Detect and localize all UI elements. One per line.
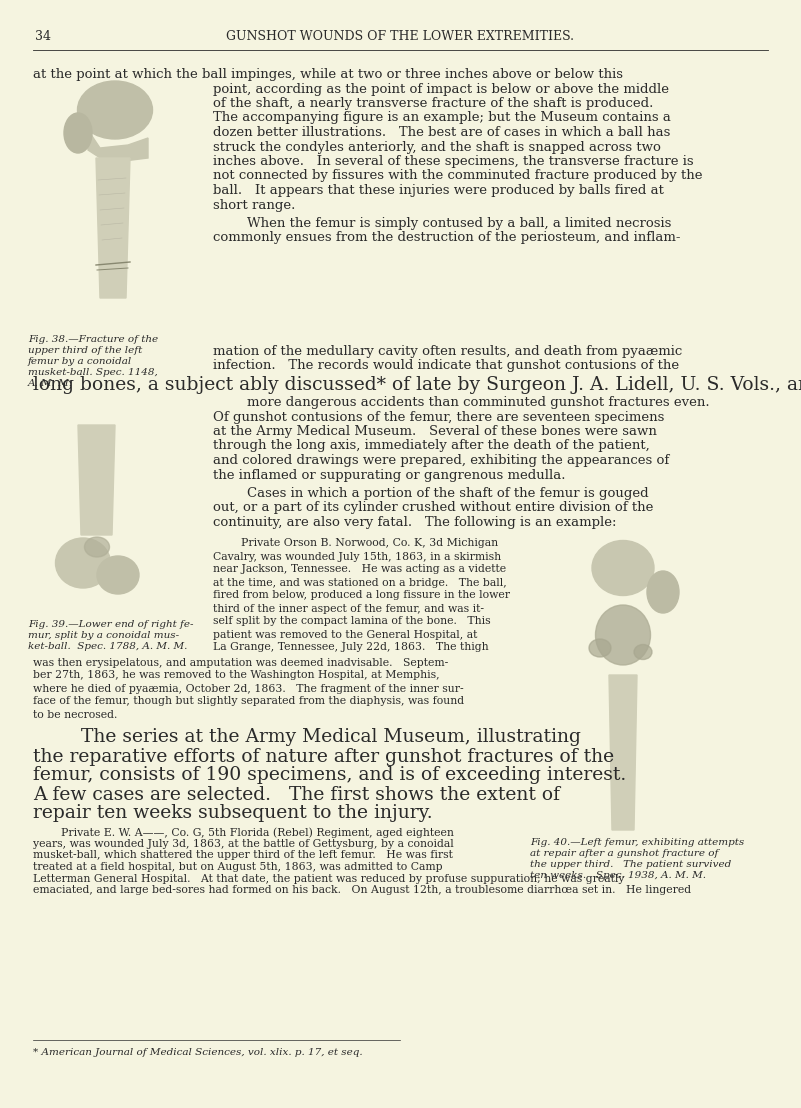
Ellipse shape [97,556,139,594]
Polygon shape [96,158,130,298]
Text: Letterman General Hospital.   At that date, the patient was reduced by profuse s: Letterman General Hospital. At that date… [33,873,625,883]
Text: ten weeks.   Spec. 1938, A. M. M.: ten weeks. Spec. 1938, A. M. M. [530,871,706,880]
Text: * American Journal of Medical Sciences, vol. xlix. p. 17, et seq.: * American Journal of Medical Sciences, … [33,1048,363,1057]
Text: When the femur is simply contused by a ball, a limited necrosis: When the femur is simply contused by a b… [213,217,671,230]
Ellipse shape [647,571,679,613]
Text: the inflamed or suppurating or gangrenous medulla.: the inflamed or suppurating or gangrenou… [213,469,566,482]
Text: musket-ball, which shattered the upper third of the left femur.   He was first: musket-ball, which shattered the upper t… [33,851,453,861]
Text: struck the condyles anteriorly, and the shaft is snapped across two: struck the condyles anteriorly, and the … [213,141,661,154]
Text: at the Army Medical Museum.   Several of these bones were sawn: at the Army Medical Museum. Several of t… [213,425,657,438]
Text: dozen better illustrations.   The best are of cases in which a ball has: dozen better illustrations. The best are… [213,126,670,138]
Text: Of gunshot contusions of the femur, there are seventeen specimens: Of gunshot contusions of the femur, ther… [213,410,664,423]
Text: where he died of pyaæmia, October 2d, 1863.   The fragment of the inner sur-: where he died of pyaæmia, October 2d, 18… [33,684,464,694]
Ellipse shape [634,645,652,659]
Text: third of the inner aspect of the femur, and was it-: third of the inner aspect of the femur, … [213,604,484,614]
Text: continuity, are also very fatal.   The following is an example:: continuity, are also very fatal. The fol… [213,516,617,529]
Text: not connected by fissures with the comminuted fracture produced by the: not connected by fissures with the commi… [213,170,702,183]
Text: GUNSHOT WOUNDS OF THE LOWER EXTREMITIES.: GUNSHOT WOUNDS OF THE LOWER EXTREMITIES. [226,30,574,43]
Text: more dangerous accidents than comminuted gunshot fractures even.: more dangerous accidents than comminuted… [213,396,710,409]
Text: of the shaft, a nearly transverse fracture of the shaft is produced.: of the shaft, a nearly transverse fractu… [213,98,654,110]
Text: treated at a field hospital, but on August 5th, 1863, was admitted to Camp: treated at a field hospital, but on Augu… [33,862,443,872]
Text: ber 27th, 1863, he was removed to the Washington Hospital, at Memphis,: ber 27th, 1863, he was removed to the Wa… [33,670,440,680]
Text: patient was removed to the General Hospital, at: patient was removed to the General Hospi… [213,629,477,639]
Text: musket-ball. Spec. 1148,: musket-ball. Spec. 1148, [28,368,158,377]
Ellipse shape [589,639,611,657]
Text: La Grange, Tennessee, July 22d, 1863.   The thigh: La Grange, Tennessee, July 22d, 1863. Th… [213,643,489,653]
Text: Private Orson B. Norwood, Co. K, 3d Michigan: Private Orson B. Norwood, Co. K, 3d Mich… [213,538,498,548]
Text: at the time, and was stationed on a bridge.   The ball,: at the time, and was stationed on a brid… [213,577,507,587]
Text: A. M. M.: A. M. M. [28,379,73,388]
Text: long bones, a subject ably discussed* of late by Surgeon J. A. Lidell, U. S. Vol: long bones, a subject ably discussed* of… [33,376,801,394]
Text: emaciated, and large bed-sores had formed on his back.   On August 12th, a troub: emaciated, and large bed-sores had forme… [33,885,691,895]
Text: the reparative efforts of nature after gunshot fractures of the: the reparative efforts of nature after g… [33,748,614,766]
Polygon shape [609,675,637,830]
Text: 34: 34 [35,30,51,43]
Text: to be necrosed.: to be necrosed. [33,709,118,719]
Text: at the point at which the ball impinges, while at two or three inches above or b: at the point at which the ball impinges,… [33,68,623,81]
Text: infection.   The records would indicate that gunshot contusions of the: infection. The records would indicate th… [213,359,679,372]
Text: near Jackson, Tennessee.   He was acting as a vidette: near Jackson, Tennessee. He was acting a… [213,564,506,575]
Text: ket-ball.  Spec. 1788, A. M. M.: ket-ball. Spec. 1788, A. M. M. [28,642,187,652]
Text: mur, split by a conoidal mus-: mur, split by a conoidal mus- [28,630,179,640]
Ellipse shape [592,541,654,595]
Text: femur, consists of 190 specimens, and is of exceeding interest.: femur, consists of 190 specimens, and is… [33,767,626,784]
Polygon shape [88,130,148,163]
Text: mation of the medullary cavity often results, and death from pyaæmic: mation of the medullary cavity often res… [213,345,682,358]
Text: the upper third.   The patient survived: the upper third. The patient survived [530,860,731,869]
Text: Private E. W. A——, Co. G, 5th Florida (Rebel) Regiment, aged eighteen: Private E. W. A——, Co. G, 5th Florida (R… [33,828,454,838]
Text: Cavalry, was wounded July 15th, 1863, in a skirmish: Cavalry, was wounded July 15th, 1863, in… [213,552,501,562]
Text: was then erysipelatous, and amputation was deemed inadvisable.   Septem-: was then erysipelatous, and amputation w… [33,657,449,667]
Text: face of the femur, though but slightly separated from the diaphysis, was found: face of the femur, though but slightly s… [33,697,464,707]
Text: ball.   It appears that these injuries were produced by balls fired at: ball. It appears that these injuries wer… [213,184,664,197]
Text: Fig. 39.—Lower end of right fe-: Fig. 39.—Lower end of right fe- [28,620,194,629]
Text: fired from below, produced a long fissure in the lower: fired from below, produced a long fissur… [213,591,510,601]
Polygon shape [78,425,115,535]
Ellipse shape [78,81,152,138]
Text: commonly ensues from the destruction of the periosteum, and inflam-: commonly ensues from the destruction of … [213,232,681,245]
Text: The series at the Army Medical Museum, illustrating: The series at the Army Medical Museum, i… [33,728,581,747]
Ellipse shape [55,538,111,588]
Ellipse shape [84,537,110,557]
Text: Fig. 40.—Left femur, exhibiting attempts: Fig. 40.—Left femur, exhibiting attempts [530,838,744,847]
Text: Cases in which a portion of the shaft of the femur is gouged: Cases in which a portion of the shaft of… [213,488,649,500]
Text: years, was wounded July 3d, 1863, at the battle of Gettysburg, by a conoidal: years, was wounded July 3d, 1863, at the… [33,839,453,849]
Ellipse shape [64,113,92,153]
Text: point, according as the point of impact is below or above the middle: point, according as the point of impact … [213,82,669,95]
Text: The accompanying figure is an example; but the Museum contains a: The accompanying figure is an example; b… [213,112,671,124]
Text: femur by a conoidal: femur by a conoidal [28,357,132,366]
Text: and colored drawings were prepared, exhibiting the appearances of: and colored drawings were prepared, exhi… [213,454,670,466]
Text: through the long axis, immediately after the death of the patient,: through the long axis, immediately after… [213,440,650,452]
Ellipse shape [595,605,650,665]
Text: repair ten weeks subsequent to the injury.: repair ten weeks subsequent to the injur… [33,804,433,822]
Text: A few cases are selected.   The first shows the extent of: A few cases are selected. The first show… [33,786,560,803]
Text: Fig. 38.—Fracture of the: Fig. 38.—Fracture of the [28,335,158,343]
Text: short range.: short range. [213,198,296,212]
Text: at repair after a gunshot fracture of: at repair after a gunshot fracture of [530,849,718,858]
Text: inches above.   In several of these specimens, the transverse fracture is: inches above. In several of these specim… [213,155,694,168]
Text: self split by the compact lamina of the bone.   This: self split by the compact lamina of the … [213,616,491,626]
Text: out, or a part of its cylinder crushed without entire division of the: out, or a part of its cylinder crushed w… [213,502,654,514]
Text: upper third of the left: upper third of the left [28,346,143,355]
